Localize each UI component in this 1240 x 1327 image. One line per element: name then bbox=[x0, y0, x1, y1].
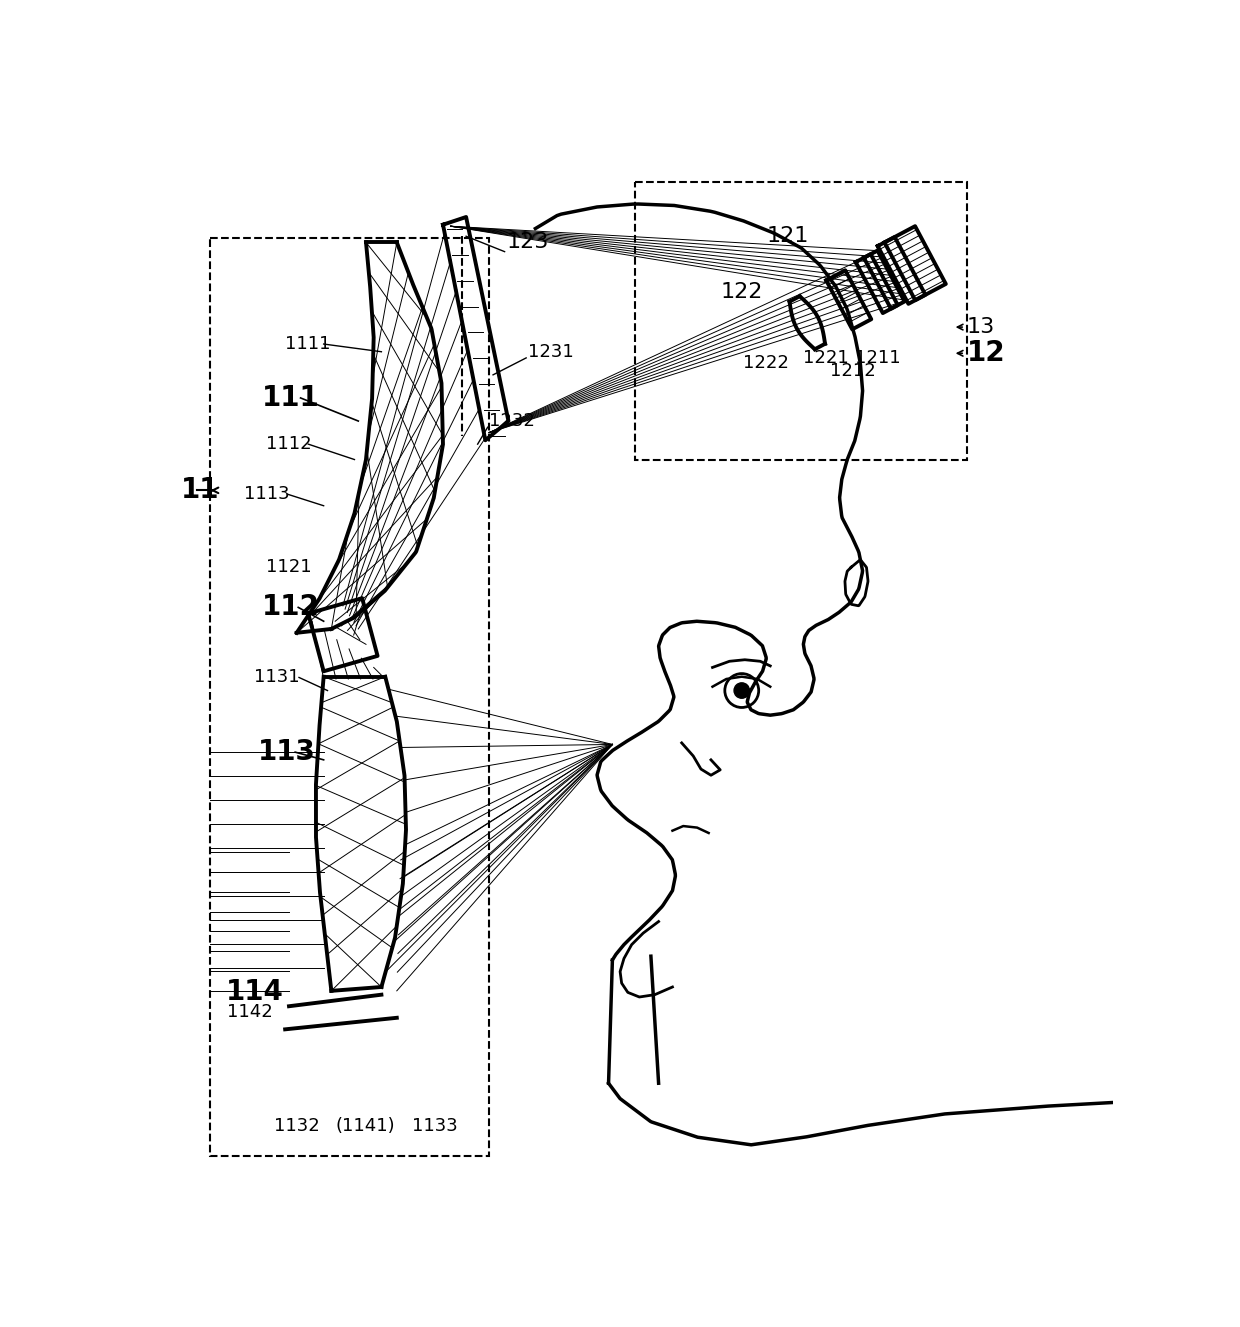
Text: 113: 113 bbox=[258, 738, 316, 766]
Text: 1113: 1113 bbox=[244, 486, 290, 503]
Text: 1142: 1142 bbox=[227, 1003, 273, 1022]
Text: 11: 11 bbox=[181, 476, 219, 504]
Circle shape bbox=[734, 683, 749, 698]
Text: 13: 13 bbox=[967, 317, 994, 337]
Text: 111: 111 bbox=[262, 384, 320, 411]
Text: 1231: 1231 bbox=[528, 342, 573, 361]
Text: 1221: 1221 bbox=[804, 349, 849, 366]
Text: 1131: 1131 bbox=[254, 669, 300, 686]
Text: 112: 112 bbox=[262, 593, 320, 621]
Text: 1232: 1232 bbox=[490, 413, 536, 430]
Bar bbox=[211, 238, 490, 1156]
Text: 1112: 1112 bbox=[265, 435, 311, 453]
Bar bbox=[635, 182, 967, 459]
Text: 1222: 1222 bbox=[743, 354, 789, 373]
Text: 1212: 1212 bbox=[830, 362, 875, 380]
Text: 122: 122 bbox=[720, 281, 763, 301]
Text: 123: 123 bbox=[506, 232, 548, 252]
Text: 1121: 1121 bbox=[265, 559, 311, 576]
Text: 114: 114 bbox=[226, 978, 284, 1006]
Text: 1133: 1133 bbox=[412, 1116, 458, 1135]
Text: (1141): (1141) bbox=[335, 1116, 394, 1135]
Text: 1111: 1111 bbox=[285, 334, 331, 353]
Text: 12: 12 bbox=[967, 340, 1006, 368]
Text: 1211: 1211 bbox=[854, 349, 900, 366]
Text: 1132: 1132 bbox=[274, 1116, 320, 1135]
Text: 121: 121 bbox=[766, 226, 808, 247]
